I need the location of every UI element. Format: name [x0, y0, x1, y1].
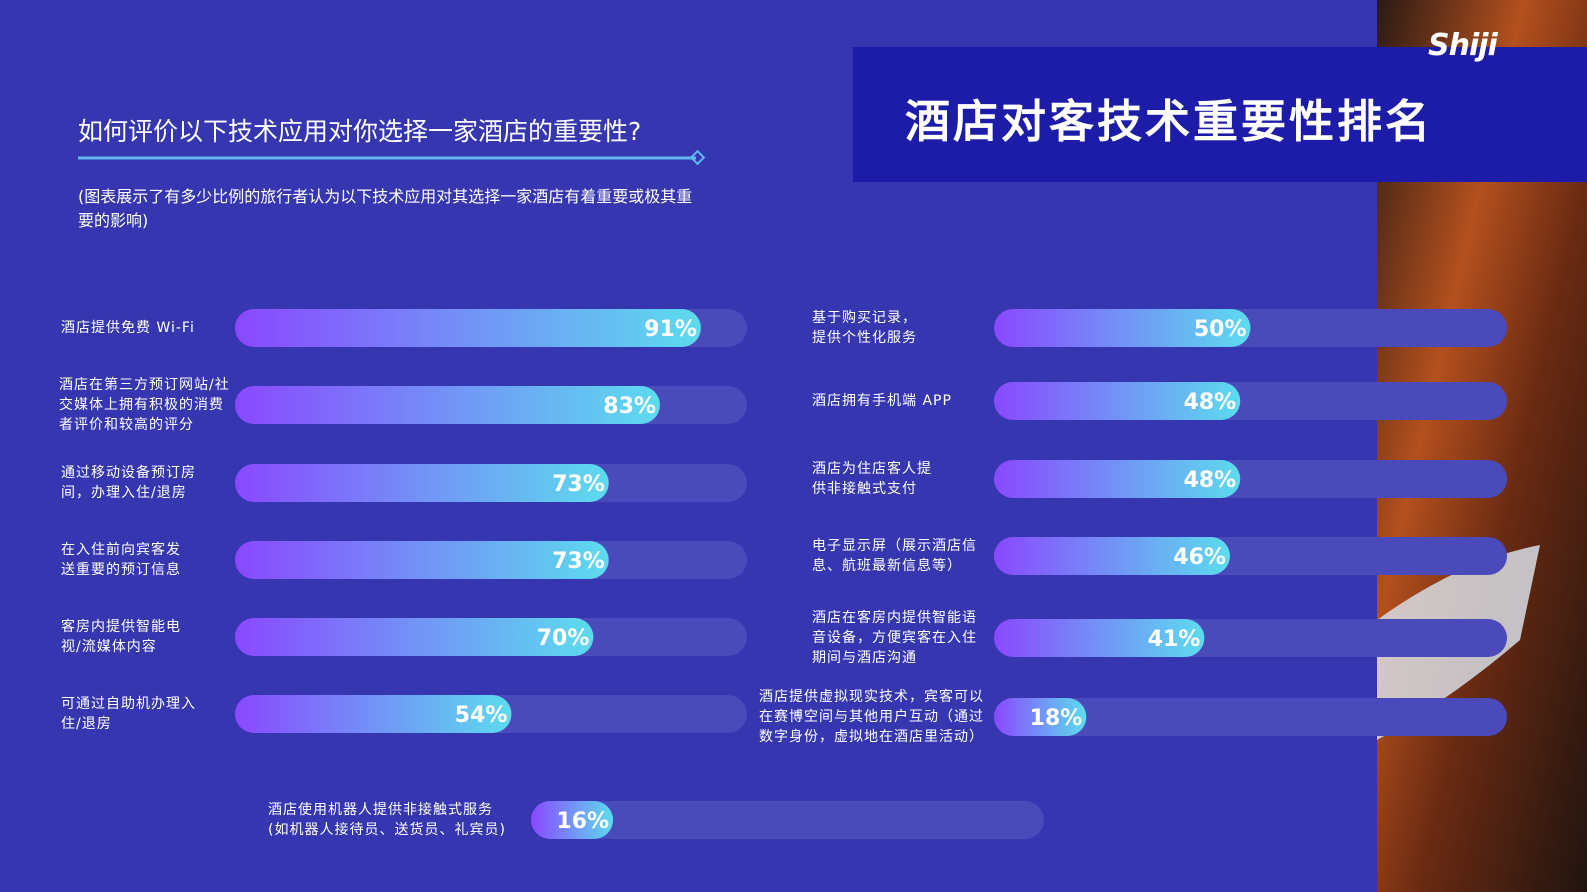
bar — [994, 460, 1241, 498]
bar — [235, 386, 660, 424]
value-label: 73% — [552, 549, 605, 574]
title-box — [853, 47, 1587, 182]
value-label: 18% — [1030, 706, 1083, 731]
bar — [235, 309, 701, 347]
value-label: 16% — [556, 809, 609, 834]
category-label: 基于购买记录， 提供个性化服务 — [812, 310, 917, 346]
value-label: 46% — [1173, 545, 1226, 570]
bar-track — [531, 801, 1044, 839]
value-label: 91% — [644, 317, 697, 342]
bar-track — [994, 698, 1507, 736]
value-label: 83% — [603, 394, 656, 419]
logo: Shiji — [1428, 28, 1498, 63]
underline-diamond — [689, 149, 706, 166]
bar — [994, 309, 1251, 347]
category-label: 酒店使用机器人提供非接触式服务 (如机器人接待员、送货员、礼宾员) — [268, 802, 506, 838]
category-label: 酒店在客房内提供智能语 音设备，方便宾客在入住 期间与酒店沟通 — [812, 610, 977, 666]
value-label: 50% — [1194, 317, 1247, 342]
bar — [994, 619, 1205, 657]
category-label: 酒店提供免费 Wi-Fi — [61, 320, 195, 336]
category-label: 酒店在第三方预订网站/社 交媒体上拥有积极的消费 者评价和较高的评分 — [59, 377, 230, 433]
category-label: 可通过自助机办理入 住/退房 — [61, 696, 196, 732]
bar — [235, 695, 512, 733]
value-label: 54% — [455, 703, 508, 728]
bar — [994, 382, 1241, 420]
category-label: 电子显示屏（展示酒店信 息、航班最新信息等） — [812, 538, 977, 574]
category-label: 酒店为住店客人提 供非接触式支付 — [812, 461, 932, 497]
category-label: 酒店拥有手机端 APP — [812, 393, 952, 409]
value-label: 41% — [1148, 627, 1201, 652]
category-label: 在入住前向宾客发 送重要的预订信息 — [61, 542, 181, 578]
bar — [235, 618, 594, 656]
bar — [235, 541, 609, 579]
bar — [994, 537, 1230, 575]
value-label: 70% — [537, 626, 590, 651]
question: 如何评价以下技术应用对你选择一家酒店的重要性? — [78, 117, 642, 146]
bar — [235, 464, 609, 502]
category-label: 客房内提供智能电 视/流媒体内容 — [61, 619, 181, 655]
value-label: 73% — [552, 472, 605, 497]
bar — [531, 801, 614, 839]
category-label: 通过移动设备预订房 间，办理入住/退房 — [61, 465, 196, 501]
value-label: 48% — [1184, 390, 1237, 415]
note: (图表展示了有多少比例的旅行者认为以下技术应用对其选择一家酒店有着重要或极其重要… — [78, 187, 693, 230]
value-label: 48% — [1184, 468, 1237, 493]
category-label: 酒店提供虚拟现实技术，宾客可以 在赛博空间与其他用户互动（通过 数字身份，虚拟地… — [759, 689, 984, 745]
page-title: 酒店对客技术重要性排名 — [905, 95, 1434, 148]
bar — [994, 698, 1087, 736]
